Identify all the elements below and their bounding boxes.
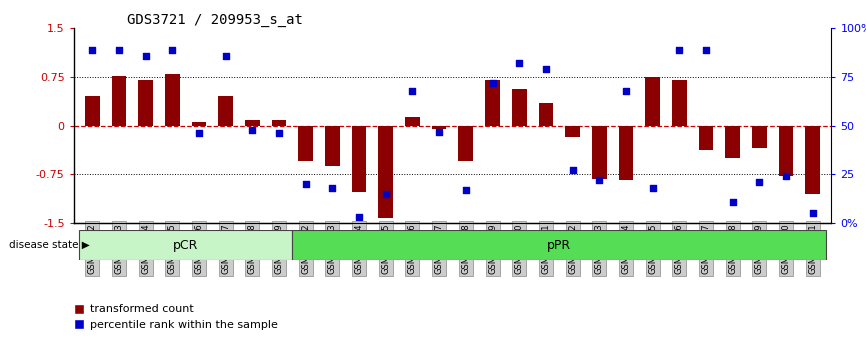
Bar [539,103,553,126]
Bar [512,89,527,126]
Text: GSM559044: GSM559044 [354,223,364,274]
Text: GSM559052: GSM559052 [568,223,577,274]
Point [699,47,713,53]
Point [539,67,553,72]
Bar [752,126,766,148]
Text: GSM559056: GSM559056 [675,223,684,274]
Point [86,47,100,53]
Point [432,129,446,135]
Point [805,210,819,216]
Text: GSM559067: GSM559067 [221,223,230,274]
Text: GSM559049: GSM559049 [488,223,497,274]
Text: GSM559051: GSM559051 [541,223,551,274]
Point [726,199,740,205]
Text: GSM559048: GSM559048 [462,223,470,274]
Bar [218,97,233,126]
Bar [352,126,366,192]
Point [672,47,686,53]
Point [753,179,766,185]
Point [592,177,606,183]
Bar [325,126,339,166]
Text: pCR: pCR [173,239,198,252]
Text: GSM559047: GSM559047 [435,223,443,274]
Bar [485,80,500,126]
Text: GSM559066: GSM559066 [195,223,204,274]
Bar [618,126,633,179]
Bar [458,126,473,161]
Point [486,80,500,86]
Point [272,131,286,136]
Point [139,53,152,58]
Bar [79,230,293,260]
Text: GSM559046: GSM559046 [408,223,417,274]
Point [299,181,313,187]
Bar [726,126,740,158]
Bar [139,80,153,126]
Point [619,88,633,93]
Text: pPR: pPR [547,239,572,252]
Bar [272,120,287,126]
Bar [699,126,714,150]
Text: GSM559058: GSM559058 [728,223,737,274]
Text: GSM559068: GSM559068 [248,223,257,274]
Text: GSM559045: GSM559045 [381,223,391,274]
Bar [779,126,793,176]
Point [405,88,419,93]
Text: GSM559059: GSM559059 [755,223,764,274]
Point [646,185,660,191]
Text: GSM559062: GSM559062 [87,223,97,274]
Bar [672,80,687,126]
Bar [299,126,313,161]
Bar [432,126,447,129]
Bar [591,126,606,179]
Text: GSM559069: GSM559069 [275,223,283,274]
Text: GSM559057: GSM559057 [701,223,710,274]
Text: GSM559055: GSM559055 [648,223,657,274]
Bar [565,126,580,137]
Bar [378,126,393,218]
Point [565,168,579,173]
Text: GSM559064: GSM559064 [141,223,150,274]
Bar [85,97,100,126]
Text: GSM559050: GSM559050 [514,223,524,274]
Point [459,187,473,193]
Point [192,131,206,136]
Text: GSM559053: GSM559053 [595,223,604,274]
Point [779,173,793,179]
Text: GSM559065: GSM559065 [168,223,177,274]
Bar [191,122,206,126]
Bar [165,74,179,126]
Point [352,215,366,220]
Point [513,61,527,66]
Text: GSM559054: GSM559054 [622,223,630,274]
Bar [293,230,826,260]
Text: GSM559043: GSM559043 [328,223,337,274]
Point [112,47,126,53]
Bar [805,126,820,194]
Text: disease state ▶: disease state ▶ [10,240,90,250]
Text: GSM559063: GSM559063 [114,223,124,274]
Point [378,191,392,197]
Text: GDS3721 / 209953_s_at: GDS3721 / 209953_s_at [126,13,302,27]
Point [326,185,339,191]
Point [165,47,179,53]
Point [245,127,259,132]
Legend: transformed count, percentile rank within the sample: transformed count, percentile rank withi… [74,304,278,330]
Bar [645,77,660,126]
Bar [405,116,420,126]
Text: GSM559061: GSM559061 [808,223,818,274]
Text: GSM559042: GSM559042 [301,223,310,274]
Point [219,53,233,58]
Bar [112,76,126,126]
Text: GSM559060: GSM559060 [781,223,791,274]
Bar [245,120,260,126]
